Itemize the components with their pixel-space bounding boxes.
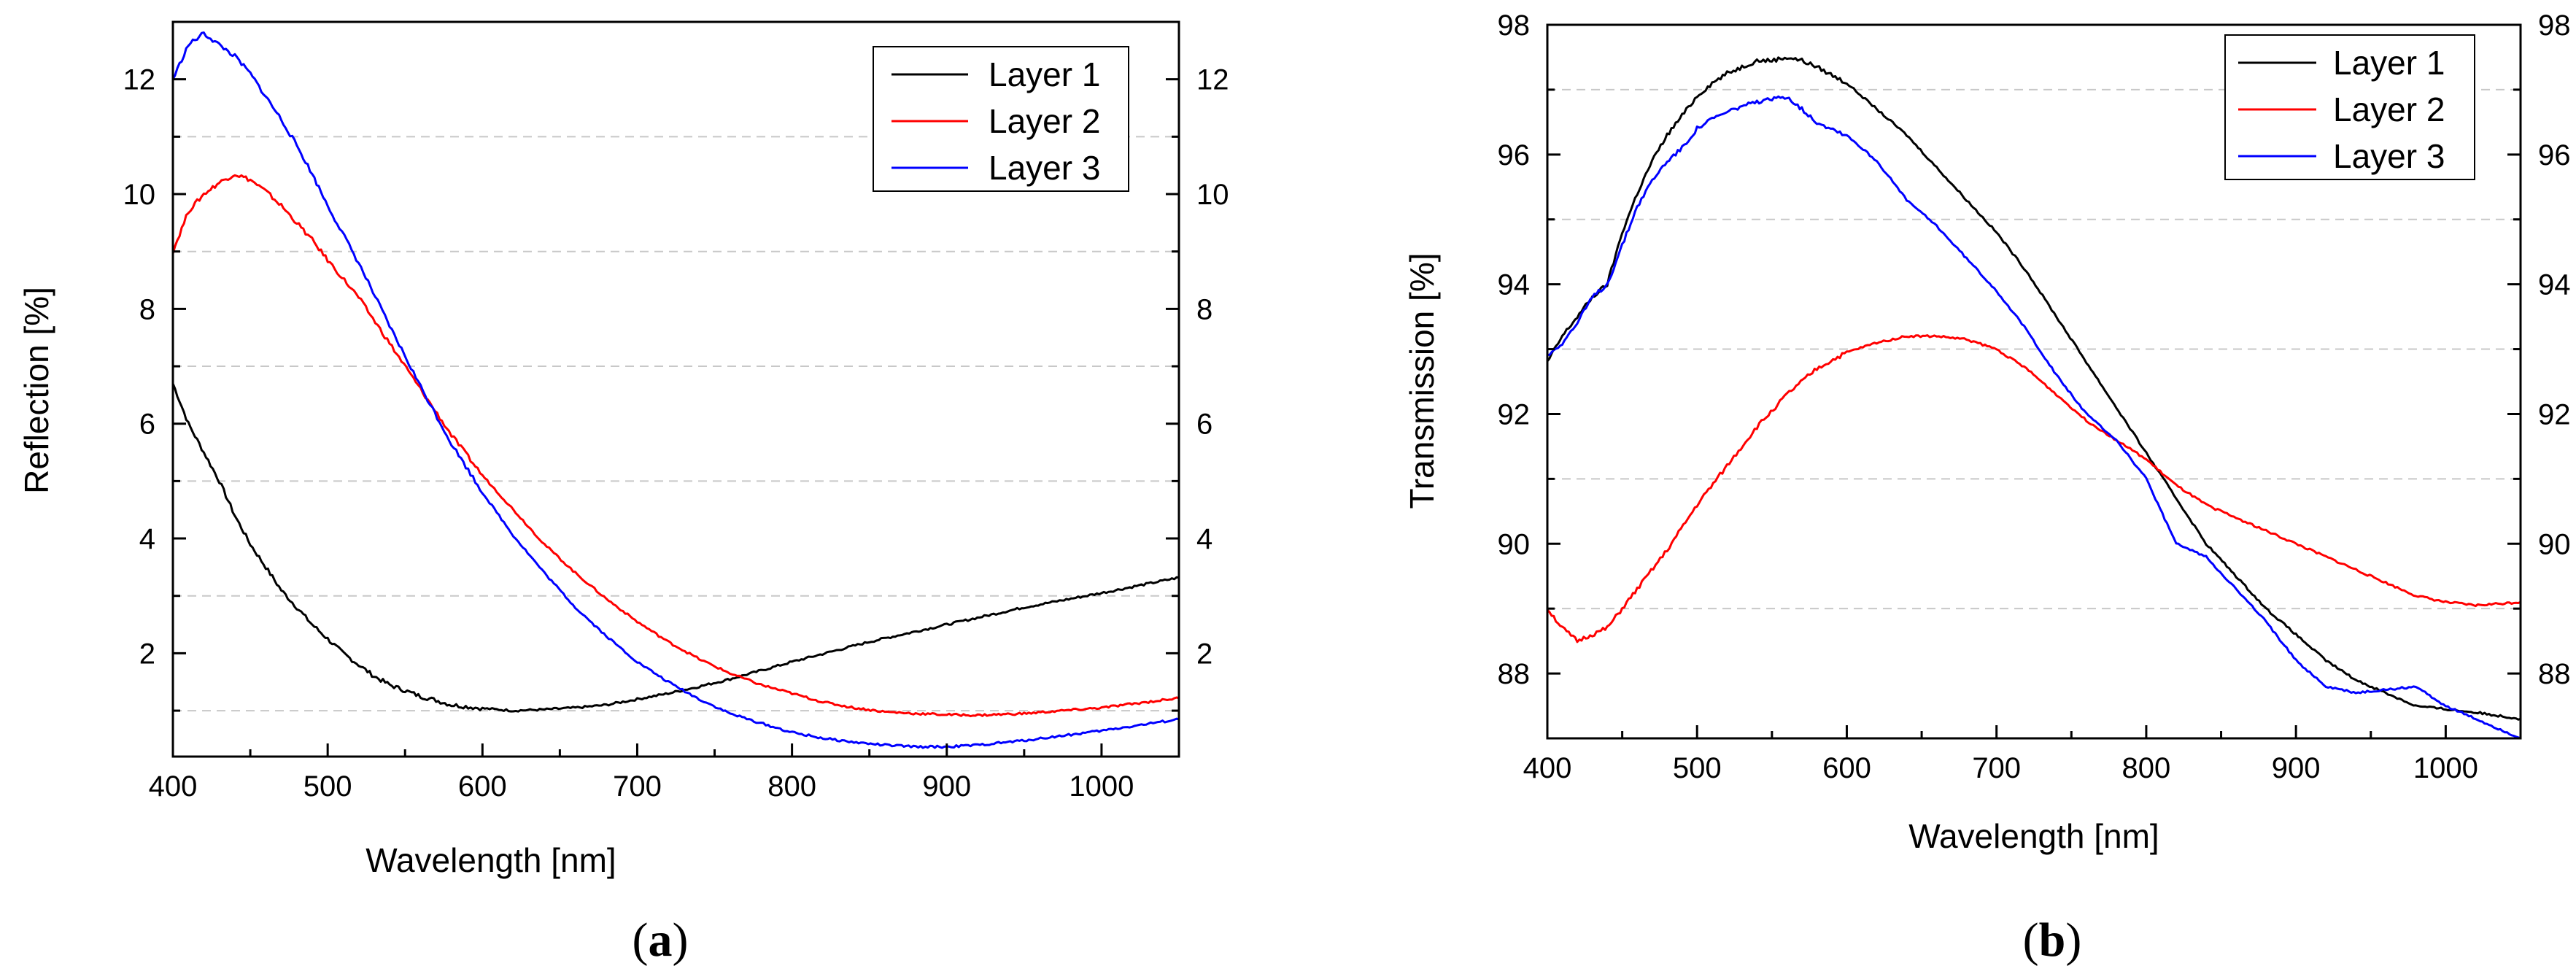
y-tick-label-right: 4 [1196,523,1212,555]
x-tick-label: 700 [613,770,662,803]
y-tick-label-right: 8 [1196,293,1212,325]
chart-a: 400 500 600 700 800 900 1000 2 2 4 4 6 6 8 8 10 10 12 12 W… [18,20,1229,967]
x-tick-label: 400 [1523,752,1572,784]
chart-b-x-axis-label: Wavelength [nm] [1908,817,2159,855]
chart-b-y-axis-label: Transmission [%] [1403,252,1441,509]
y-tick-label-left: 8 [139,293,155,325]
y-tick-label-left: 12 [123,64,156,96]
series-line-layer-3 [1547,95,2521,740]
chart-a-tick-labels: 400 500 600 700 800 900 1000 2 2 4 4 6 6 8 8 10 10 12 12 [123,64,1229,803]
y-tick-label-right: 98 [2538,9,2571,42]
x-tick-label: 900 [2272,752,2321,784]
chart-b-legend-label-layer-3: Layer 3 [2333,137,2445,175]
x-tick-label: 900 [922,770,971,803]
series-line-layer-1 [1546,56,2521,721]
chart-b-series [1546,56,2521,740]
y-tick-label-left: 10 [123,179,156,211]
chart-b-legend: Layer 1 Layer 2 Layer 3 [2224,34,2475,180]
y-tick-label-right: 12 [1196,64,1229,96]
y-tick-label-right: 88 [2538,658,2571,690]
y-tick-label-left: 88 [1498,658,1531,690]
chart-a-ticks [171,78,1180,757]
y-tick-label-left: 92 [1498,398,1531,430]
chart-a-legend-label-layer-3: Layer 3 [989,149,1100,187]
x-tick-label: 800 [767,770,816,803]
x-tick-label: 400 [149,770,198,803]
y-tick-label-right: 2 [1196,638,1212,670]
chart-b-plot-frame [1546,23,2522,740]
chart-a-y-axis-label: Reflection [%] [18,287,55,494]
y-tick-label-right: 92 [2538,398,2571,430]
x-tick-label: 600 [1822,752,1871,784]
y-tick-label-left: 6 [139,409,155,441]
y-tick-label-right: 10 [1196,179,1229,211]
x-tick-label: 600 [458,770,507,803]
y-tick-label-right: 6 [1196,409,1212,441]
chart-b-gridlines [1547,88,2521,610]
chart-a-plot-frame [171,20,1180,758]
chart-a-legend-label-layer-2: Layer 2 [989,102,1100,140]
x-tick-label: 700 [1972,752,2021,784]
chart-b-legend-label-layer-1: Layer 1 [2333,44,2445,82]
y-tick-label-left: 94 [1498,269,1531,301]
chart-b-ticks [1546,23,2522,738]
y-tick-label-left: 2 [139,638,155,670]
y-tick-label-right: 94 [2538,269,2571,301]
y-tick-label-left: 98 [1498,9,1531,42]
x-tick-label: 1000 [2413,752,2478,784]
chart-b: 400 500 600 700 800 900 1000 88 88 90 90 92 92 94 94 96… [1403,9,2571,967]
x-tick-label: 500 [303,770,352,803]
series-line-layer-1 [171,383,1180,713]
chart-b-panel-label: (b) [2023,913,2082,967]
y-tick-label-left: 4 [139,523,155,555]
chart-b-tick-labels: 400 500 600 700 800 900 1000 88 88 90 90 92 92 94 94 96… [1498,9,2571,784]
y-tick-label-left: 90 [1498,528,1531,560]
y-tick-label-right: 90 [2538,528,2571,560]
series-line-layer-2 [1546,334,2521,643]
chart-a-series [171,31,1180,749]
series-line-layer-2 [171,174,1180,718]
chart-a-gridlines [173,136,1179,712]
chart-a-legend-label-layer-1: Layer 1 [989,55,1100,93]
series-line-layer-3 [171,31,1180,749]
x-tick-label: 1000 [1069,770,1134,803]
chart-a-x-axis-label: Wavelength [nm] [365,841,616,879]
x-tick-label: 500 [1673,752,1722,784]
x-tick-label: 800 [2122,752,2171,784]
y-tick-label-left: 96 [1498,139,1531,171]
chart-b-legend-label-layer-2: Layer 2 [2333,90,2445,128]
y-tick-label-right: 96 [2538,139,2571,171]
chart-a-legend: Layer 1 Layer 2 Layer 3 [873,46,1129,192]
chart-a-panel-label: (a) [633,913,689,967]
